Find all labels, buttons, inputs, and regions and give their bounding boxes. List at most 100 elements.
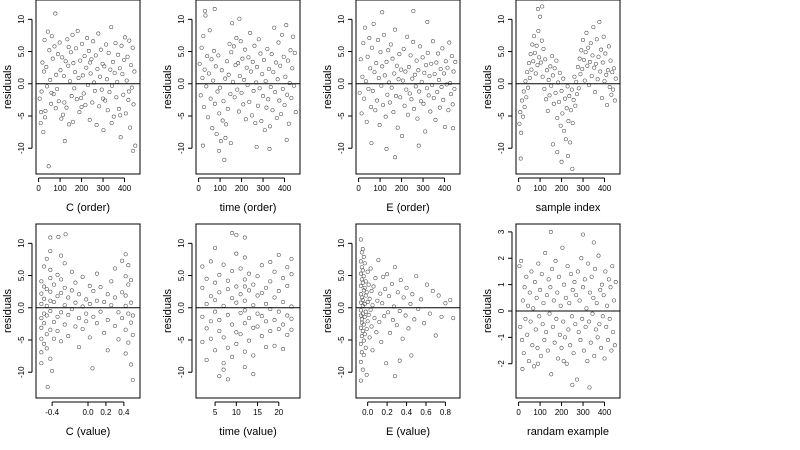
data-point [116,310,121,315]
data-point [530,42,535,47]
data-point [55,52,60,57]
data-point [411,8,416,13]
data-point [519,130,524,135]
data-point [255,293,260,298]
data-point [91,289,96,293]
data-point [98,74,103,79]
data-point [65,37,70,42]
data-point [401,47,406,51]
data-point [596,54,601,59]
data-point [553,90,558,95]
data-point [206,115,211,120]
data-point [126,340,131,345]
data-point [580,316,585,321]
data-point [234,251,239,256]
data-point [579,256,584,261]
data-point [230,79,235,84]
y-tick-label: 5.0 [337,45,346,57]
data-point [424,63,429,68]
data-point [605,338,610,342]
data-point [567,94,572,98]
data-point [591,240,596,245]
data-point [291,34,296,39]
data-point [570,382,575,387]
data-point [289,316,294,321]
data-point [109,279,114,284]
data-point [588,340,593,345]
data-point [54,72,59,77]
data-point [564,361,569,366]
y-axis-title: residuals [162,64,174,109]
data-point [225,377,230,382]
data-point [268,279,273,284]
data-point [48,249,53,254]
data-point [264,345,269,350]
data-point [358,341,363,346]
data-point [385,92,390,97]
data-point [215,89,220,94]
data-point [584,30,589,35]
data-point [393,27,398,32]
y-tick-label: 5.0 [17,269,26,281]
x-tick-label: 0 [516,184,521,193]
data-point [242,321,247,326]
y-tick-label: 0.0 [177,302,186,314]
data-point [398,278,403,283]
x-axis-title: time (value) [219,426,276,438]
data-point [242,277,247,282]
y-axis-title: residuals [2,288,14,333]
data-point [365,319,370,324]
data-point [232,95,237,100]
x-tick-label: 0.2 [382,408,394,417]
data-point [213,348,218,353]
data-point [436,51,441,56]
data-point [612,298,616,303]
data-point [550,142,555,147]
data-point [372,70,377,75]
data-point [559,159,564,164]
data-point [109,303,114,308]
data-point [601,293,606,298]
plot-frame [355,223,461,399]
data-point [423,129,428,134]
data-point [594,301,599,306]
data-point [561,76,566,81]
data-point [282,103,287,108]
data-point [366,86,371,91]
x-tick-label: 15 [253,408,262,417]
data-point [598,69,603,74]
data-point [563,137,568,142]
data-point [452,86,457,91]
data-point [362,285,367,290]
data-point [373,276,378,281]
x-tick-label: -0.4 [45,408,59,417]
data-point [39,336,44,341]
data-point [363,345,368,350]
data-point [52,44,57,49]
data-point [407,91,412,96]
data-point [520,367,525,371]
plot-frame [195,0,301,175]
data-point [550,324,555,329]
y-tick-label: -5 [17,112,26,120]
data-point [392,374,397,379]
data-point [566,119,571,124]
data-point [535,345,540,350]
data-point [538,287,543,292]
data-point [400,134,404,138]
x-tick-label: 200 [75,184,89,193]
x-tick-label: 0.0 [362,408,374,417]
data-point [110,83,115,88]
data-point [234,232,239,237]
data-point [569,272,573,277]
data-point [387,100,392,105]
data-point [378,291,383,296]
data-point [540,4,545,9]
data-point [80,274,85,279]
data-point [132,69,137,74]
data-point [580,66,585,71]
data-point [360,268,365,273]
data-point [79,95,84,100]
data-point [410,292,415,297]
data-point [84,297,89,302]
